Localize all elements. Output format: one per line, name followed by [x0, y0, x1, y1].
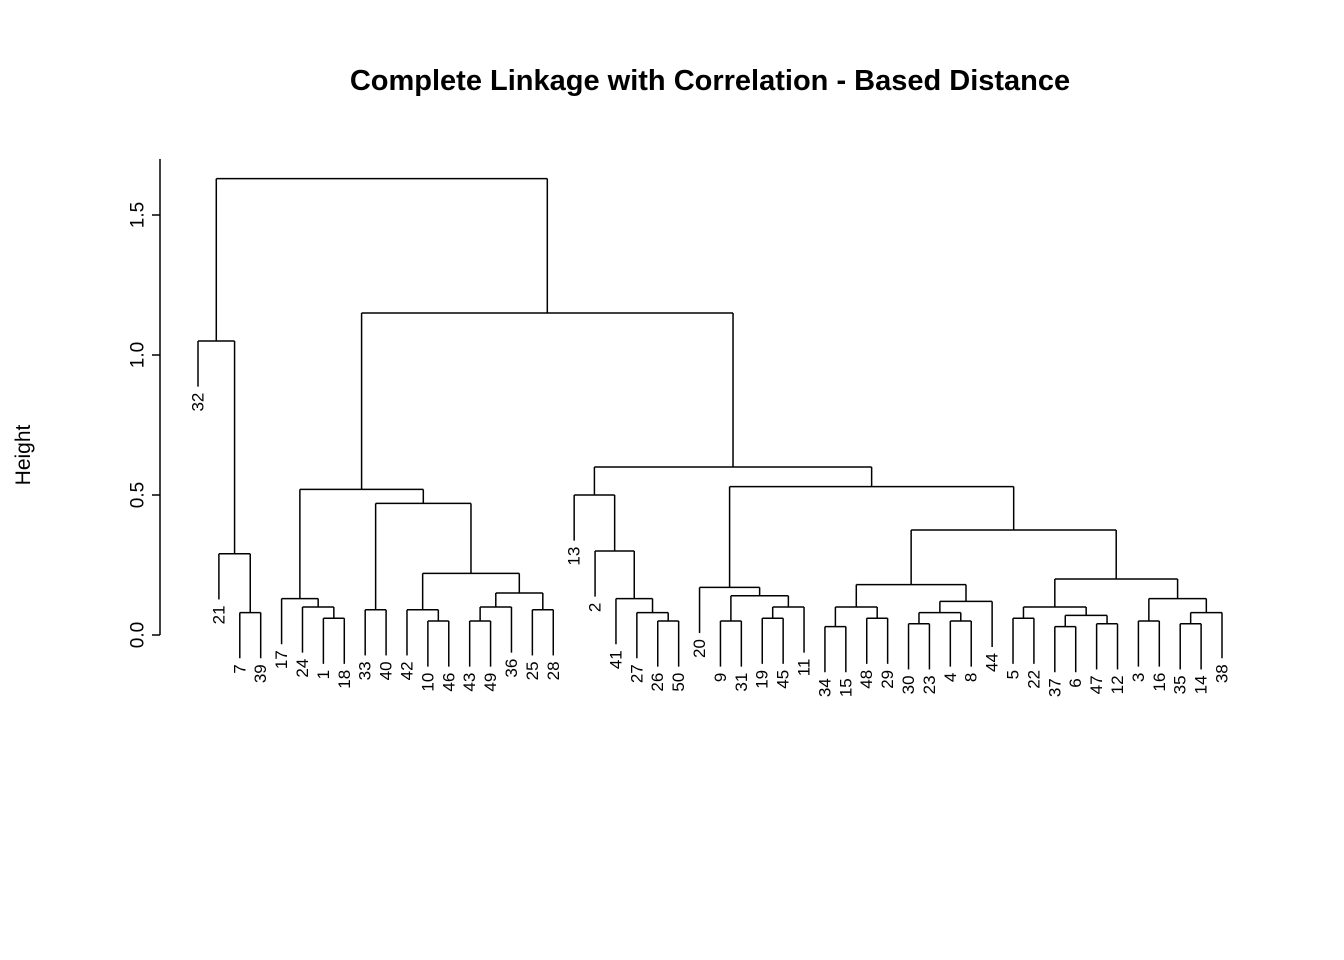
leaf-label-40: 40	[377, 661, 396, 680]
leaf-label-48: 48	[857, 670, 876, 689]
leaf-label-3: 3	[1129, 673, 1148, 682]
leaf-label-29: 29	[878, 670, 897, 689]
leaf-label-47: 47	[1087, 675, 1106, 694]
leaf-label-46: 46	[439, 673, 458, 692]
y-axis-label: Height	[12, 424, 35, 485]
leaf-label-20: 20	[690, 639, 709, 658]
leaf-label-15: 15	[836, 678, 855, 697]
leaf-label-37: 37	[1045, 678, 1064, 697]
leaf-label-9: 9	[711, 673, 730, 682]
leaf-label-33: 33	[356, 661, 375, 680]
leaf-label-38: 38	[1213, 664, 1232, 683]
leaf-label-12: 12	[1108, 675, 1127, 694]
leaf-label-17: 17	[272, 650, 291, 669]
leaf-label-43: 43	[460, 673, 479, 692]
leaf-label-30: 30	[899, 675, 918, 694]
y-tick-label-0.5: 0.5	[128, 482, 149, 508]
leaf-label-13: 13	[565, 547, 584, 566]
leaf-label-35: 35	[1171, 675, 1190, 694]
leaf-label-6: 6	[1066, 678, 1085, 687]
leaf-label-2: 2	[586, 603, 605, 612]
leaf-label-16: 16	[1150, 673, 1169, 692]
leaf-label-19: 19	[753, 670, 772, 689]
leaf-label-31: 31	[732, 673, 751, 692]
leaf-label-21: 21	[209, 605, 228, 624]
leaf-label-25: 25	[523, 661, 542, 680]
leaf-label-49: 49	[481, 673, 500, 692]
leaf-label-32: 32	[189, 393, 208, 412]
leaf-label-1: 1	[314, 670, 333, 679]
leaf-label-45: 45	[774, 670, 793, 689]
y-tick-label-0.0: 0.0	[128, 622, 149, 648]
leaf-label-41: 41	[606, 650, 625, 669]
leaf-label-5: 5	[1004, 670, 1023, 679]
leaf-label-44: 44	[983, 653, 1002, 672]
y-tick-label-1.0: 1.0	[128, 342, 149, 368]
leaf-label-50: 50	[669, 673, 688, 692]
leaf-label-26: 26	[648, 673, 667, 692]
leaf-label-24: 24	[293, 659, 312, 678]
leaf-label-23: 23	[920, 675, 939, 694]
leaf-label-39: 39	[251, 664, 270, 683]
y-axis: 0.0 0.5 1.0 1.5	[128, 159, 161, 648]
leaf-label-28: 28	[544, 661, 563, 680]
leaf-label-8: 8	[962, 673, 981, 682]
leaf-label-4: 4	[941, 673, 960, 682]
leaf-label-36: 36	[502, 659, 521, 678]
leaf-label-10: 10	[418, 673, 437, 692]
dendrogram-links	[197, 177, 1223, 673]
leaf-label-27: 27	[627, 664, 646, 683]
chart-title: Complete Linkage with Correlation - Base…	[350, 65, 1070, 97]
leaf-label-42: 42	[397, 661, 416, 680]
leaf-label-7: 7	[230, 664, 249, 673]
leaf-label-34: 34	[815, 678, 834, 697]
leaf-label-14: 14	[1192, 675, 1211, 694]
leaf-label-18: 18	[335, 670, 354, 689]
leaf-label-11: 11	[795, 659, 814, 677]
y-tick-label-1.5: 1.5	[128, 202, 149, 228]
leaf-label-22: 22	[1024, 670, 1043, 689]
